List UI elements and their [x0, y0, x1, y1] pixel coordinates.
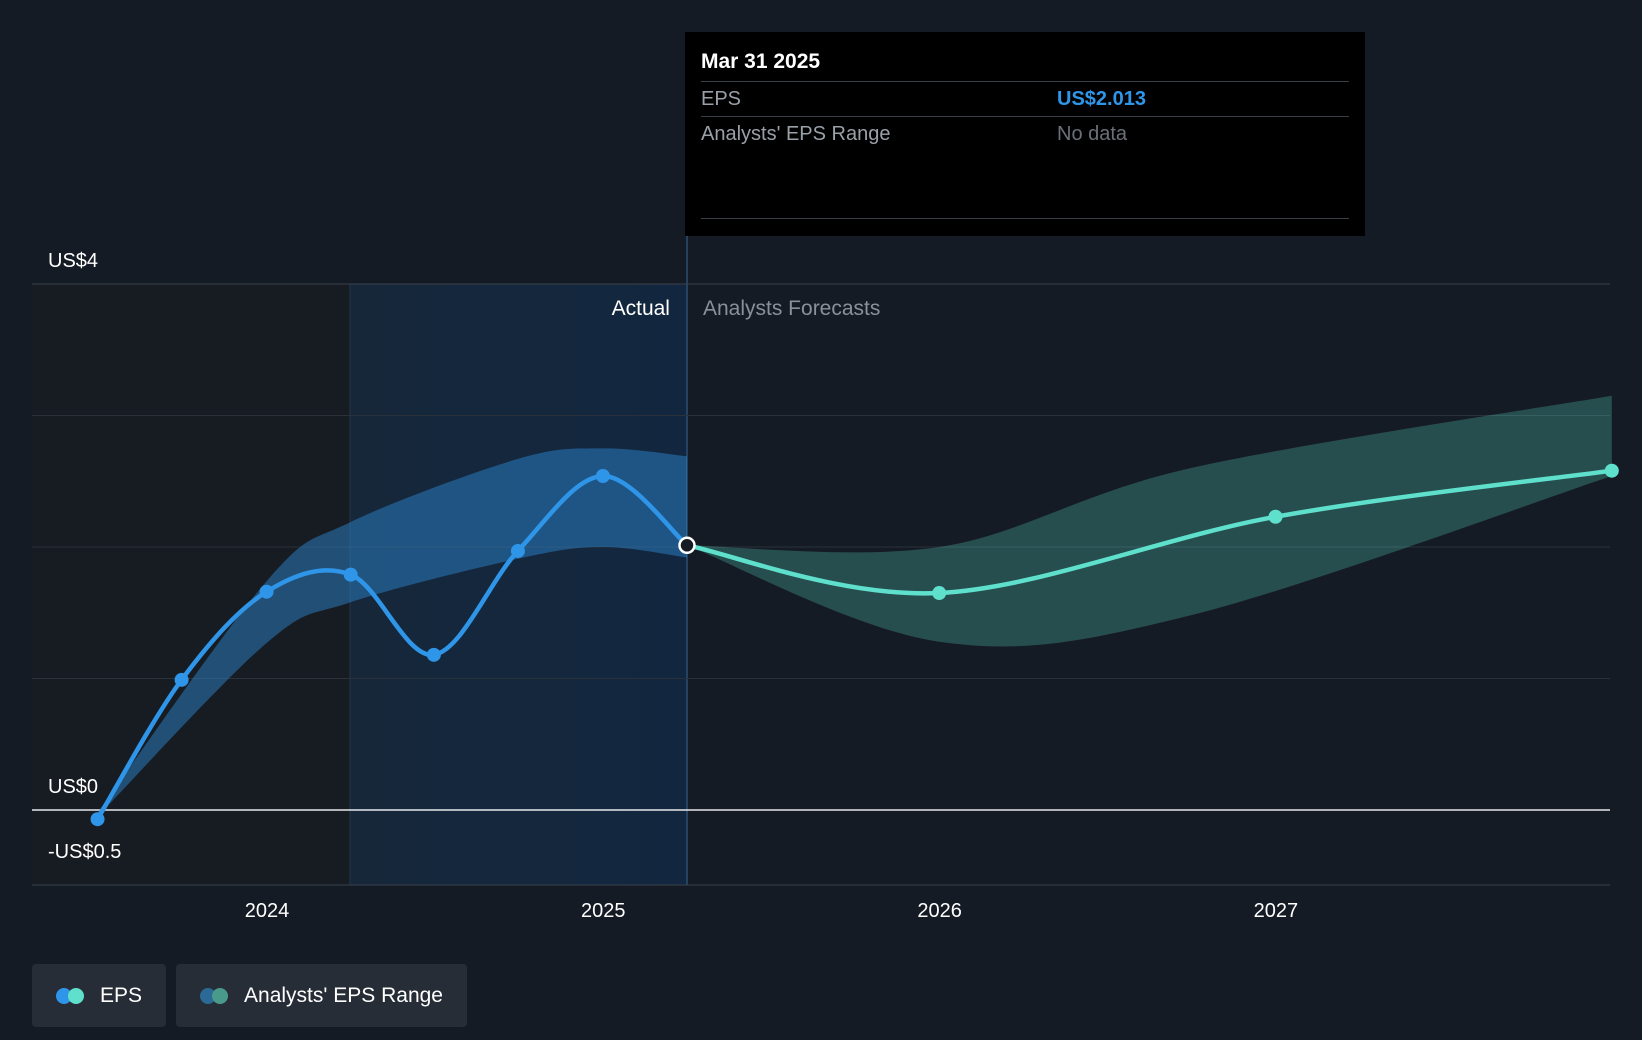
legend-item-eps[interactable]: EPS: [32, 964, 167, 1027]
x-tick-label: 2026: [917, 900, 962, 922]
range-bands: [97, 395, 1612, 817]
eps-point[interactable]: [932, 586, 947, 601]
tooltip-date: Mar 31 2025: [701, 47, 1349, 82]
legend: EPS Analysts' EPS Range: [32, 964, 467, 1027]
tooltip-row-eps: EPS US$2.013: [701, 82, 1349, 117]
eps-range-band: [97, 448, 687, 817]
eps-point[interactable]: [510, 543, 525, 558]
y-axis-label: US$0: [48, 776, 98, 798]
tooltip-eps-value: US$2.013: [1057, 88, 1146, 110]
eps-point[interactable]: [1604, 463, 1619, 478]
x-tick-label: 2025: [581, 900, 626, 922]
eps-point[interactable]: [90, 812, 105, 827]
pre-period-shading: [32, 284, 350, 885]
gridlines: [32, 283, 1610, 886]
eps-line: [684, 468, 1615, 596]
y-axis-label: US$4: [48, 250, 98, 272]
x-tick-label: 2027: [1254, 900, 1299, 922]
axis-text: US$4 US$0 -US$0.5 2024 2025 2026 2027 Actual Ana…: [48, 250, 1298, 922]
eps-legend-icon: [56, 987, 86, 1004]
tooltip-divider: [701, 218, 1349, 219]
legend-item-eps-range[interactable]: Analysts' EPS Range: [176, 964, 467, 1027]
tooltip-range-key: Analysts' EPS Range: [701, 123, 891, 145]
tooltip: Mar 31 2025 EPS US$2.013 Analysts' EPS R…: [685, 32, 1365, 236]
forecast-label: Analysts Forecasts: [703, 297, 880, 320]
actual-label: Actual: [612, 297, 670, 320]
tooltip-eps-key: EPS: [701, 88, 742, 110]
legend-label-eps: EPS: [100, 983, 143, 1007]
eps-point[interactable]: [343, 567, 358, 582]
eps-range-legend-icon: [200, 987, 230, 1004]
past-shading: [32, 236, 688, 885]
highlighted-eps-point[interactable]: [678, 536, 696, 555]
eps-point[interactable]: [595, 468, 610, 483]
past-year-shading: [350, 284, 687, 885]
eps-range-band: [687, 395, 1612, 647]
eps-point[interactable]: [1268, 509, 1283, 524]
tooltip-range-value: No data: [1057, 123, 1128, 145]
x-tick-label: 2024: [245, 900, 290, 922]
legend-label-eps-range: Analysts' EPS Range: [244, 983, 443, 1007]
eps-points[interactable]: [90, 463, 1619, 827]
eps-point[interactable]: [426, 647, 441, 662]
tooltip-row-range: Analysts' EPS Range No data: [701, 117, 1349, 151]
y-axis-label: -US$0.5: [48, 841, 121, 863]
eps-point[interactable]: [174, 672, 189, 687]
eps-point[interactable]: [259, 584, 274, 599]
